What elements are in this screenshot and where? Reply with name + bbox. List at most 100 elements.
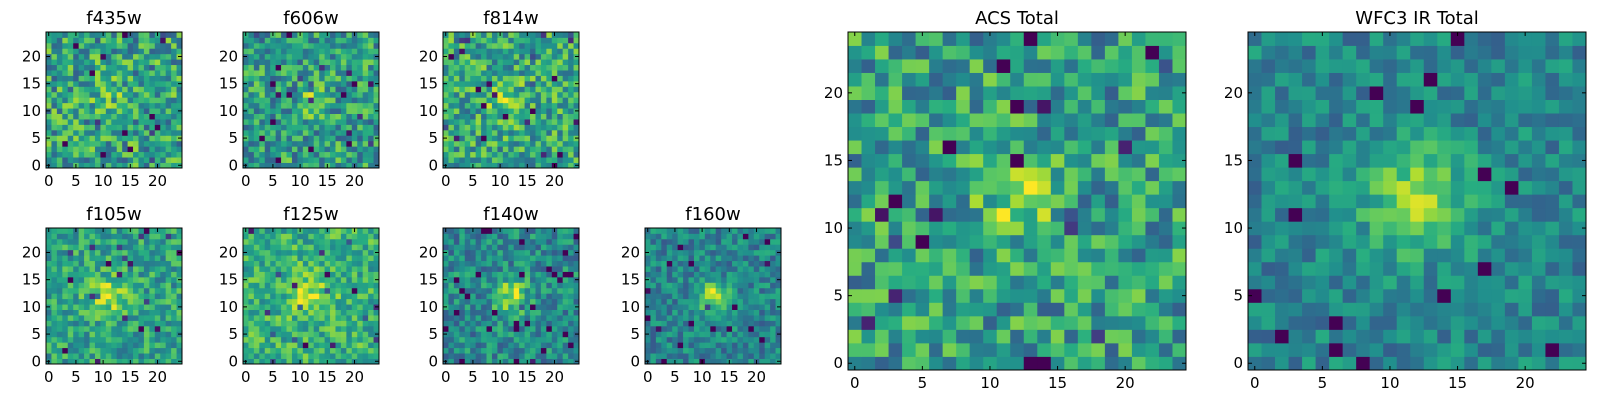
heatmap-cell	[270, 260, 277, 267]
heatmap-cell	[1145, 248, 1160, 263]
heatmap-cell	[264, 86, 271, 93]
heatmap-cell	[562, 59, 569, 66]
heatmap-cell	[340, 331, 347, 338]
heatmap-cell	[253, 59, 260, 66]
heatmap-cell	[1172, 356, 1187, 371]
heatmap-cell	[94, 287, 101, 294]
heatmap-cell	[540, 129, 547, 136]
heatmap-cell	[340, 64, 347, 71]
heatmap-cell	[143, 75, 150, 82]
heatmap-cell	[171, 86, 177, 93]
heatmap-cell	[1010, 342, 1025, 357]
heatmap-cell	[557, 315, 564, 321]
x-tick-label: 5	[71, 172, 81, 190]
heatmap-cell	[335, 353, 342, 359]
heatmap-cell	[661, 353, 668, 359]
heatmap-cell	[313, 97, 320, 104]
heatmap-cell	[94, 91, 101, 98]
heatmap-cell	[502, 315, 509, 321]
heatmap-cell	[546, 249, 553, 256]
heatmap-cell	[154, 276, 161, 283]
heatmap-cell	[453, 249, 460, 256]
heatmap-cell	[530, 97, 536, 104]
heatmap-cell	[753, 347, 760, 354]
heatmap-cell	[160, 140, 167, 147]
heatmap-cell	[655, 331, 662, 338]
heatmap-cell	[508, 140, 515, 147]
heatmap-cell	[62, 42, 69, 49]
heatmap-cell	[470, 151, 477, 158]
heatmap-cell	[127, 75, 134, 82]
heatmap-cell	[171, 315, 177, 321]
heatmap-cell	[346, 59, 353, 66]
heatmap-cell	[313, 42, 320, 49]
heatmap-cell	[502, 336, 509, 343]
heatmap-cell	[357, 228, 364, 234]
heatmap-cell	[78, 108, 85, 114]
heatmap-cell	[540, 244, 547, 251]
heatmap-cell	[475, 353, 482, 359]
heatmap-cell	[1172, 329, 1187, 344]
heatmap-cell	[346, 320, 353, 327]
heatmap-cell	[710, 255, 717, 262]
heatmap-cell	[573, 86, 580, 93]
heatmap-cell	[373, 287, 380, 294]
heatmap-cell	[704, 336, 711, 343]
heatmap-cell	[573, 140, 580, 147]
heatmap-cell	[171, 70, 177, 76]
heatmap-cell	[67, 80, 74, 87]
heatmap-cell	[46, 113, 52, 120]
heatmap-cell	[1010, 315, 1025, 330]
heatmap-cell	[715, 266, 722, 272]
heatmap-cell	[721, 298, 727, 305]
heatmap-cell	[176, 151, 183, 158]
heatmap-cell	[154, 304, 161, 310]
heatmap-cell	[171, 162, 177, 169]
heatmap-cell	[508, 266, 515, 272]
heatmap-cell	[100, 238, 107, 245]
heatmap-cell	[546, 162, 553, 169]
heatmap-cell	[770, 358, 776, 365]
heatmap-cell	[491, 255, 498, 262]
heatmap-cell	[770, 325, 776, 332]
heatmap-cell	[699, 353, 706, 359]
heatmap-cell	[105, 342, 112, 349]
heatmap-cell	[530, 135, 536, 142]
heatmap-cell	[491, 293, 498, 300]
heatmap-cell	[715, 304, 722, 310]
heatmap-cell	[154, 129, 161, 136]
heatmap-cell	[100, 157, 107, 163]
heatmap-cell	[568, 233, 574, 240]
heatmap-cell	[259, 325, 266, 332]
heatmap-cell	[524, 129, 531, 136]
heatmap-cell	[481, 102, 487, 109]
heatmap-cell	[1050, 207, 1065, 222]
heatmap-cell	[942, 329, 957, 344]
heatmap-cell	[94, 238, 101, 245]
heatmap-cell	[291, 146, 298, 153]
heatmap-cell	[253, 80, 260, 87]
heatmap-cell	[764, 320, 771, 327]
heatmap-cell	[1158, 167, 1173, 182]
heatmap-cell	[888, 342, 903, 357]
heatmap-cell	[160, 59, 167, 66]
heatmap-cell	[160, 342, 167, 349]
heatmap-cell	[286, 32, 293, 38]
heatmap-cell	[464, 287, 471, 294]
heatmap-cell	[443, 336, 449, 343]
heatmap-cell	[78, 255, 85, 262]
heatmap-cell	[530, 108, 536, 114]
heatmap-cell	[693, 304, 700, 310]
heatmap-cell	[470, 48, 477, 55]
heatmap-cell	[704, 331, 711, 338]
heatmap-cell	[672, 331, 679, 338]
heatmap-cell	[335, 266, 342, 272]
heatmap-cell	[540, 146, 547, 153]
heatmap-cell	[513, 48, 520, 55]
heatmap-cell	[1131, 329, 1146, 344]
heatmap-cell	[573, 91, 580, 98]
heatmap-cell	[171, 298, 177, 305]
heatmap-cell	[313, 228, 320, 234]
heatmap-cell	[481, 151, 487, 158]
heatmap-cell	[475, 255, 482, 262]
